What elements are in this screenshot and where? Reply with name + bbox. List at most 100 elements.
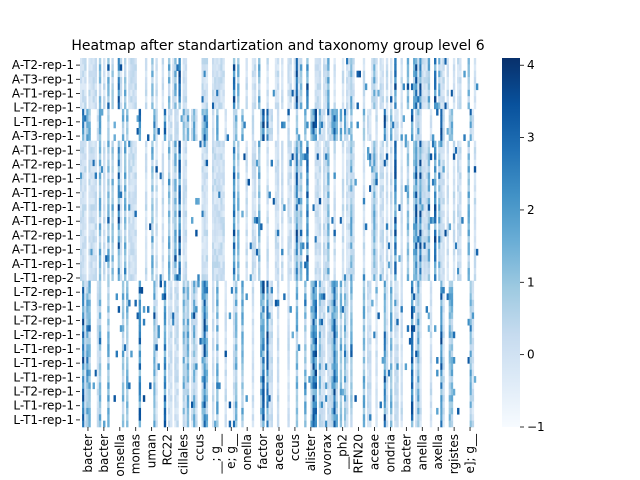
heatmap-cell <box>415 287 418 294</box>
heatmap-cell <box>350 388 353 396</box>
heatmap-cell <box>417 350 420 358</box>
heatmap-cell <box>80 159 83 167</box>
heatmap-cell <box>427 96 431 103</box>
heatmap-cell <box>218 210 221 218</box>
heatmap-cell <box>469 395 473 402</box>
heatmap-cell <box>425 197 429 205</box>
heatmap-cell <box>281 229 284 237</box>
heatmap-cell <box>237 267 240 275</box>
heatmap-cell <box>362 337 366 345</box>
heatmap-cell <box>295 363 299 371</box>
heatmap-cell <box>182 108 186 116</box>
heatmap-cell <box>144 83 148 91</box>
heatmap-cell <box>413 274 416 281</box>
heatmap-cell <box>425 223 429 231</box>
heatmap-cell <box>155 318 158 326</box>
heatmap-cell <box>167 242 171 250</box>
heatmap-cell <box>111 255 114 262</box>
heatmap-cell <box>398 255 401 262</box>
heatmap-cell <box>182 395 186 402</box>
heatmap-cell <box>266 299 269 307</box>
heatmap-cell <box>406 261 410 269</box>
heatmap-cell <box>270 331 274 339</box>
heatmap-cell <box>220 210 223 218</box>
heatmap-cell <box>216 172 219 180</box>
heatmap-cell <box>82 363 85 371</box>
heatmap-cell <box>241 382 244 390</box>
heatmap-cell <box>362 108 366 116</box>
heatmap-cell <box>327 58 330 65</box>
heatmap-cell <box>142 395 146 402</box>
heatmap-cell <box>184 299 188 307</box>
heatmap-cell <box>222 248 225 256</box>
heatmap-cell <box>214 89 217 97</box>
heatmap-cell <box>417 382 420 390</box>
heatmap-cell <box>121 134 125 141</box>
heatmap-cell <box>287 102 290 110</box>
heatmap-cell <box>366 318 370 326</box>
heatmap-cell <box>289 166 292 173</box>
heatmap-cell <box>224 134 227 141</box>
heatmap-cell <box>270 159 274 167</box>
heatmap-cell <box>452 248 456 256</box>
heatmap-cell <box>103 204 106 211</box>
heatmap-cell <box>214 185 217 192</box>
heatmap-cell <box>182 185 186 192</box>
heatmap-cell <box>245 248 248 256</box>
heatmap-cell <box>266 306 269 313</box>
heatmap-cell <box>429 337 433 345</box>
heatmap-cell <box>92 70 95 78</box>
heatmap-cell <box>371 153 374 161</box>
heatmap-cell <box>396 337 399 345</box>
heatmap-cell <box>327 236 330 243</box>
heatmap-cell <box>216 70 219 78</box>
heatmap-cell <box>415 369 418 377</box>
heatmap-cell <box>400 376 403 383</box>
heatmap-cell <box>415 159 418 167</box>
heatmap-cell <box>402 115 405 122</box>
heatmap-cell <box>130 217 133 224</box>
heatmap-cell <box>191 363 194 371</box>
heatmap-cell <box>184 172 188 180</box>
heatmap-cell <box>86 350 89 358</box>
heatmap-cell <box>318 204 322 211</box>
heatmap-cell <box>457 223 460 231</box>
heatmap-cell <box>237 255 240 262</box>
heatmap-cell <box>438 102 441 110</box>
heatmap-cell <box>220 77 223 84</box>
heatmap-cell <box>174 153 177 161</box>
heatmap-cell <box>153 287 156 294</box>
heatmap-cell <box>174 337 177 345</box>
heatmap-cell <box>316 217 320 224</box>
heatmap-cell <box>413 172 416 180</box>
heatmap-cell <box>425 217 429 224</box>
heatmap-cell <box>322 325 326 332</box>
heatmap-cell <box>98 178 102 186</box>
heatmap-cell <box>117 70 121 78</box>
heatmap-cell <box>203 407 206 415</box>
heatmap-cell <box>84 204 87 211</box>
heatmap-cell <box>333 127 336 135</box>
heatmap-cell <box>297 172 301 180</box>
heatmap-cell <box>216 344 219 351</box>
heatmap-cell <box>205 325 209 332</box>
heatmap-cell <box>322 369 326 377</box>
heatmap-cell <box>406 96 410 103</box>
heatmap-cell <box>343 134 347 141</box>
heatmap-cell <box>327 172 330 180</box>
heatmap-cell <box>469 312 473 320</box>
heatmap-cell <box>352 236 355 243</box>
heatmap-cell <box>182 306 186 313</box>
heatmap-cell <box>119 236 123 243</box>
heatmap-cell <box>128 210 131 218</box>
heatmap-cell <box>155 108 158 116</box>
heatmap-cell <box>211 166 215 173</box>
heatmap-cell <box>304 280 307 288</box>
heatmap-cell <box>270 357 274 364</box>
heatmap-cell <box>121 108 125 116</box>
heatmap-cell <box>410 306 414 313</box>
heatmap-cell <box>299 140 303 148</box>
heatmap-cell <box>134 153 137 161</box>
heatmap-cell <box>103 223 106 231</box>
heatmap-cell <box>117 89 121 97</box>
